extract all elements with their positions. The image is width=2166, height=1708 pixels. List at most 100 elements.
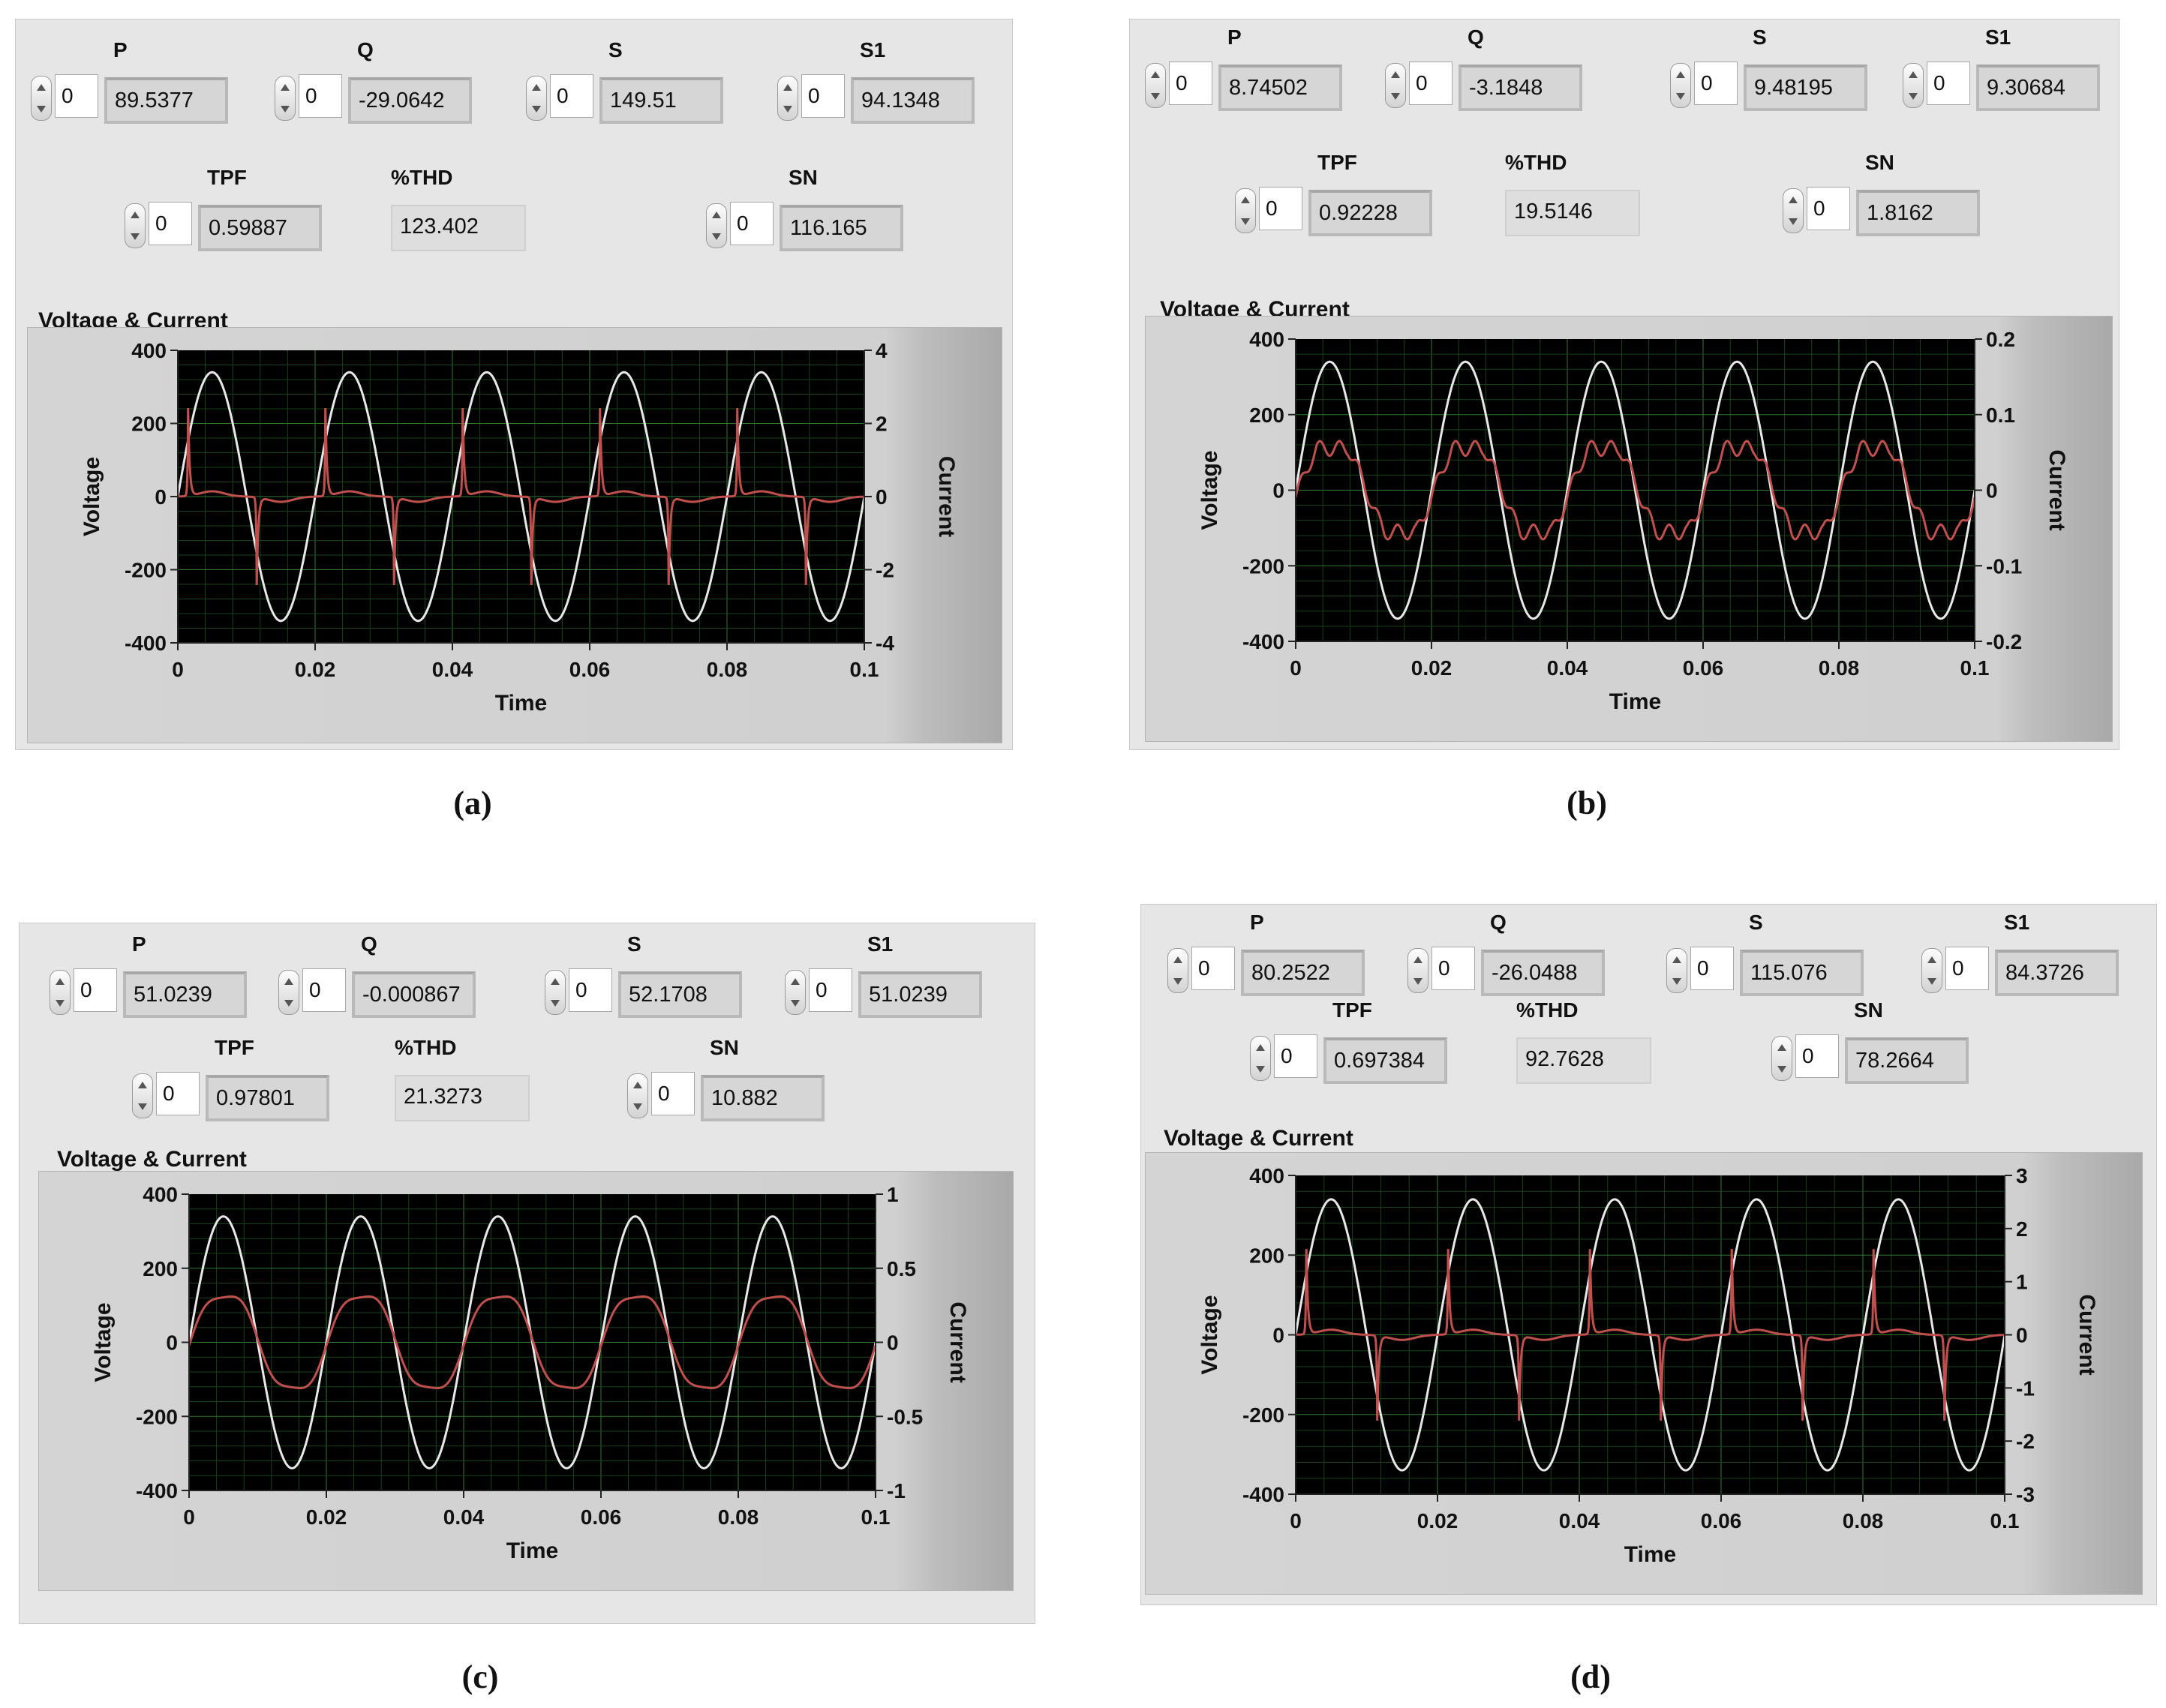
array-index-input[interactable]: 0 <box>1927 62 1970 105</box>
array-index-input[interactable]: 0 <box>74 968 117 1012</box>
decrement-arrow-icon[interactable] <box>281 106 290 113</box>
index-spinner[interactable] <box>1670 63 1691 108</box>
decrement-arrow-icon[interactable] <box>1241 218 1250 225</box>
index-spinner[interactable] <box>777 76 798 121</box>
increment-arrow-icon[interactable] <box>1676 71 1685 78</box>
index-spinner[interactable] <box>1771 1036 1792 1081</box>
increment-arrow-icon[interactable] <box>37 84 46 91</box>
decrement-arrow-icon[interactable] <box>1676 93 1685 100</box>
index-spinner[interactable] <box>125 203 146 248</box>
increment-arrow-icon[interactable] <box>1672 956 1681 963</box>
array-index-input[interactable]: 0 <box>1431 947 1475 990</box>
decrement-arrow-icon[interactable] <box>284 1000 293 1007</box>
index-spinner[interactable] <box>1666 948 1687 993</box>
y-tick-label: 200 <box>131 413 167 436</box>
index-spinner[interactable] <box>1250 1036 1271 1081</box>
array-index-input[interactable]: 0 <box>1259 187 1302 230</box>
array-index-input[interactable]: 0 <box>1409 62 1453 105</box>
array-index-input[interactable]: 0 <box>302 968 346 1012</box>
index-spinner[interactable] <box>785 970 806 1015</box>
index-spinner[interactable] <box>627 1073 648 1118</box>
decrement-arrow-icon[interactable] <box>1391 93 1400 100</box>
index-spinner[interactable] <box>545 970 566 1015</box>
increment-arrow-icon[interactable] <box>712 212 721 218</box>
array-index-input[interactable]: 0 <box>569 968 612 1012</box>
increment-arrow-icon[interactable] <box>281 84 290 91</box>
array-index-input[interactable]: 0 <box>801 74 845 118</box>
decrement-arrow-icon[interactable] <box>1151 93 1160 100</box>
array-index-input[interactable]: 0 <box>1191 947 1235 990</box>
index-spinner[interactable] <box>1407 948 1428 993</box>
decrement-arrow-icon[interactable] <box>551 1000 560 1007</box>
array-index-input[interactable]: 0 <box>55 74 98 118</box>
increment-arrow-icon[interactable] <box>633 1082 642 1088</box>
decrement-arrow-icon[interactable] <box>1927 978 1936 985</box>
index-spinner[interactable] <box>31 76 52 121</box>
increment-arrow-icon[interactable] <box>551 978 560 985</box>
decrement-arrow-icon[interactable] <box>1413 978 1422 985</box>
decrement-arrow-icon[interactable] <box>1672 978 1681 985</box>
array-index-input[interactable]: 0 <box>1795 1034 1839 1078</box>
decrement-arrow-icon[interactable] <box>1789 218 1798 225</box>
decrement-arrow-icon[interactable] <box>138 1103 147 1110</box>
increment-arrow-icon[interactable] <box>1927 956 1936 963</box>
increment-arrow-icon[interactable] <box>131 212 140 218</box>
index-spinner[interactable] <box>1235 188 1256 233</box>
increment-arrow-icon[interactable] <box>1909 71 1918 78</box>
increment-arrow-icon[interactable] <box>1173 956 1182 963</box>
array-index-input[interactable]: 0 <box>156 1072 200 1115</box>
figure-caption: (d) <box>1570 1658 1611 1695</box>
index-spinner[interactable] <box>275 76 296 121</box>
array-index-input[interactable]: 0 <box>299 74 342 118</box>
array-index-input[interactable]: 0 <box>1694 62 1738 105</box>
decrement-arrow-icon[interactable] <box>1173 978 1182 985</box>
increment-arrow-icon[interactable] <box>1391 71 1400 78</box>
decrement-arrow-icon[interactable] <box>1256 1066 1265 1073</box>
y-tick-label: -400 <box>1242 630 1284 653</box>
array-index-input[interactable]: 0 <box>550 74 593 118</box>
array-index-input[interactable]: 0 <box>651 1072 695 1115</box>
decrement-arrow-icon[interactable] <box>633 1103 642 1110</box>
increment-arrow-icon[interactable] <box>1256 1044 1265 1051</box>
array-index-input[interactable]: 0 <box>809 968 852 1012</box>
index-spinner[interactable] <box>1783 188 1804 233</box>
index-spinner[interactable] <box>1145 63 1166 108</box>
index-spinner[interactable] <box>132 1073 153 1118</box>
increment-arrow-icon[interactable] <box>284 978 293 985</box>
index-spinner[interactable] <box>1903 63 1924 108</box>
increment-arrow-icon[interactable] <box>1413 956 1422 963</box>
increment-arrow-icon[interactable] <box>1777 1044 1786 1051</box>
index-spinner[interactable] <box>1167 948 1188 993</box>
index-spinner[interactable] <box>50 970 71 1015</box>
decrement-arrow-icon[interactable] <box>131 233 140 240</box>
index-spinner[interactable] <box>278 970 299 1015</box>
decrement-arrow-icon[interactable] <box>783 106 792 113</box>
increment-arrow-icon[interactable] <box>532 84 541 91</box>
decrement-arrow-icon[interactable] <box>37 106 46 113</box>
array-index-input[interactable]: 0 <box>1169 62 1212 105</box>
increment-arrow-icon[interactable] <box>56 978 65 985</box>
index-spinner[interactable] <box>1921 948 1942 993</box>
array-index-input[interactable]: 0 <box>149 202 192 245</box>
decrement-arrow-icon[interactable] <box>532 106 541 113</box>
index-spinner[interactable] <box>706 203 727 248</box>
increment-arrow-icon[interactable] <box>138 1082 147 1088</box>
increment-arrow-icon[interactable] <box>791 978 800 985</box>
array-index-input[interactable]: 0 <box>1807 187 1850 230</box>
array-index-input[interactable]: 0 <box>1945 947 1989 990</box>
decrement-arrow-icon[interactable] <box>791 1000 800 1007</box>
index-spinner[interactable] <box>1385 63 1406 108</box>
decrement-arrow-icon[interactable] <box>1909 93 1918 100</box>
decrement-arrow-icon[interactable] <box>712 233 721 240</box>
array-index-input[interactable]: 0 <box>1690 947 1734 990</box>
array-index-input[interactable]: 0 <box>730 202 774 245</box>
increment-arrow-icon[interactable] <box>1789 197 1798 203</box>
q-value-indicator: -26.0488 <box>1481 950 1605 996</box>
increment-arrow-icon[interactable] <box>783 84 792 91</box>
increment-arrow-icon[interactable] <box>1151 71 1160 78</box>
increment-arrow-icon[interactable] <box>1241 197 1250 203</box>
array-index-input[interactable]: 0 <box>1274 1034 1317 1078</box>
decrement-arrow-icon[interactable] <box>1777 1066 1786 1073</box>
decrement-arrow-icon[interactable] <box>56 1000 65 1007</box>
index-spinner[interactable] <box>526 76 547 121</box>
